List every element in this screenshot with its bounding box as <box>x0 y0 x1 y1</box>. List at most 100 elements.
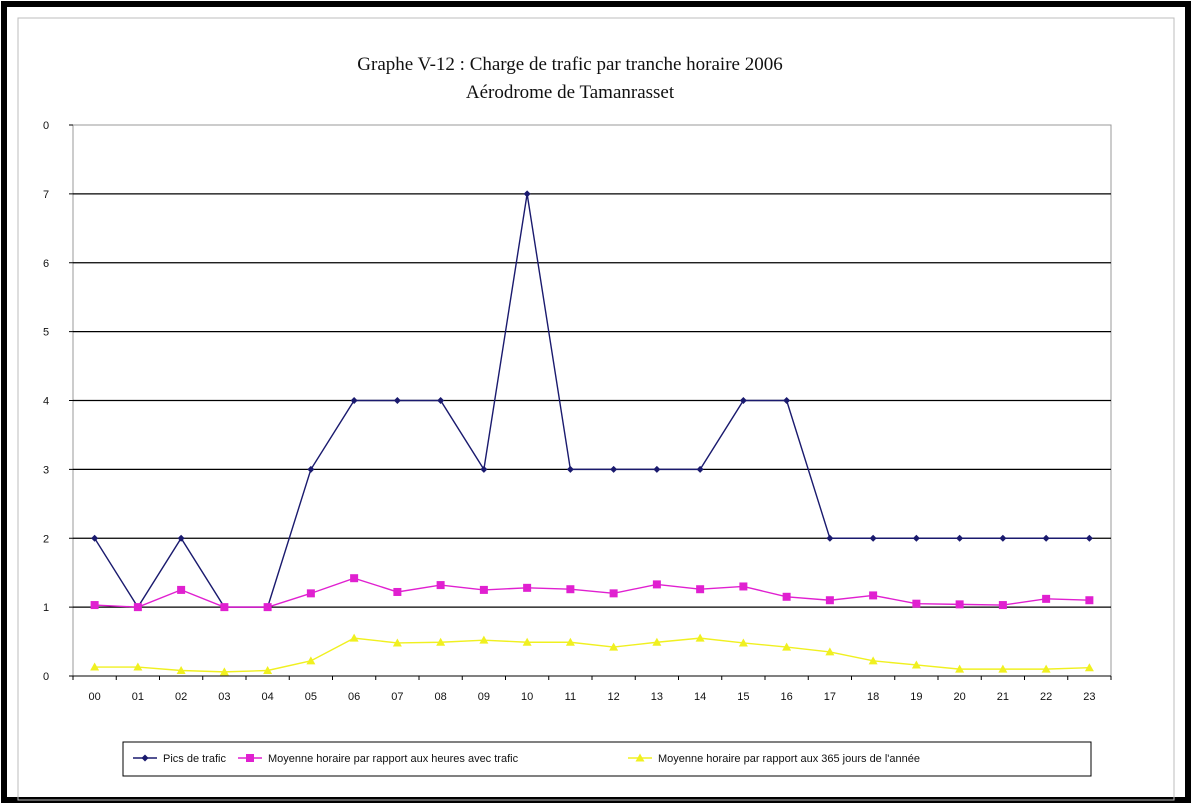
data-point <box>523 190 531 198</box>
y-tick-label: 0 <box>43 120 49 132</box>
data-point <box>480 465 488 473</box>
data-point <box>609 642 619 651</box>
x-tick-label: 22 <box>1040 691 1052 703</box>
data-point <box>306 656 316 665</box>
x-tick-label: 03 <box>218 691 230 703</box>
data-point <box>392 638 402 647</box>
data-point <box>826 534 834 542</box>
data-point <box>566 465 574 473</box>
data-point <box>869 534 877 542</box>
data-point <box>868 656 878 665</box>
x-tick-label: 15 <box>737 691 749 703</box>
data-point <box>998 601 1007 610</box>
data-point <box>955 600 964 609</box>
x-axis-ticks: 00 01 02 03 04 05 06 07 08 09 10 11 12 13 14 15 16 17 18 19… <box>72 675 1112 703</box>
x-tick-label: 19 <box>910 691 922 703</box>
x-tick-label: 21 <box>997 691 1009 703</box>
data-point <box>177 534 185 542</box>
data-point <box>738 638 748 647</box>
series-line <box>94 637 1090 673</box>
y-tick-label: 2 <box>43 533 49 545</box>
x-tick-label: 07 <box>391 691 403 703</box>
data-point <box>739 397 747 404</box>
data-point <box>436 581 445 590</box>
data-point <box>696 585 705 594</box>
data-point <box>565 637 575 646</box>
data-point <box>1085 596 1094 605</box>
y-tick-label: 4 <box>43 396 49 408</box>
data-point <box>998 664 1008 673</box>
x-tick-label: 20 <box>954 691 966 703</box>
data-point <box>393 587 402 596</box>
y-axis-ticks: 0 1 2 3 4 5 6 7 0 <box>43 120 73 683</box>
x-tick-label: 08 <box>435 691 447 703</box>
data-point <box>652 580 661 589</box>
series-3 <box>90 633 1094 676</box>
x-tick-label: 18 <box>867 691 879 703</box>
chart-subtitle: Aérodrome de Tamanrasset <box>466 82 675 103</box>
data-point <box>263 603 272 612</box>
data-point <box>133 662 143 671</box>
data-point <box>306 589 315 598</box>
y-tick-label: 0 <box>43 671 49 683</box>
x-tick-label: 17 <box>824 691 836 703</box>
x-tick-label: 16 <box>781 691 793 703</box>
data-point <box>1042 594 1051 603</box>
x-tick-label: 00 <box>89 691 101 703</box>
x-tick-label: 09 <box>478 691 490 703</box>
data-point <box>1042 534 1050 542</box>
data-point <box>956 534 964 542</box>
data-point <box>609 589 618 598</box>
y-tick-label: 6 <box>43 258 49 270</box>
data-point <box>825 647 835 656</box>
data-point <box>350 574 359 583</box>
x-tick-label: 12 <box>608 691 620 703</box>
data-point <box>522 637 532 646</box>
data-point <box>1085 534 1093 542</box>
data-point <box>999 534 1007 542</box>
data-point <box>437 397 445 404</box>
x-tick-label: 10 <box>521 691 533 703</box>
data-point <box>695 633 705 642</box>
data-point <box>955 664 965 673</box>
y-tick-label: 1 <box>43 602 49 614</box>
data-point <box>90 662 100 671</box>
data-point <box>436 637 446 646</box>
data-point <box>783 397 791 404</box>
data-point <box>782 642 792 651</box>
y-tick-label: 3 <box>43 464 49 476</box>
data-point <box>610 465 618 473</box>
x-tick-label: 02 <box>175 691 187 703</box>
data-point <box>220 603 229 612</box>
series-2 <box>90 574 1094 612</box>
legend-box <box>122 741 1092 777</box>
data-point <box>350 397 358 404</box>
x-tick-label: 14 <box>694 691 706 703</box>
legend-marker <box>635 753 645 762</box>
data-point <box>219 667 229 676</box>
series-line <box>94 577 1090 608</box>
legend-marker <box>141 754 149 762</box>
data-point <box>307 465 315 473</box>
data-point <box>912 534 920 542</box>
data-point <box>653 465 661 473</box>
x-tick-label: 11 <box>565 691 576 703</box>
data-point <box>1041 664 1051 673</box>
data-point <box>176 665 186 674</box>
x-tick-label: 06 <box>348 691 360 703</box>
legend-label: Moyenne horaire par rapport aux heures a… <box>268 753 519 765</box>
data-point <box>523 583 532 592</box>
legend-label: Moyenne horaire par rapport aux 365 jour… <box>658 753 920 765</box>
x-tick-label: 05 <box>305 691 317 703</box>
x-tick-label: 13 <box>651 691 663 703</box>
x-tick-label: 01 <box>132 691 144 703</box>
legend-label: Pics de trafic <box>163 753 226 765</box>
data-point <box>912 599 921 608</box>
data-point <box>91 534 99 542</box>
data-point <box>1084 663 1094 672</box>
y-tick-label: 5 <box>43 327 49 339</box>
chart-area-border <box>17 17 1175 801</box>
